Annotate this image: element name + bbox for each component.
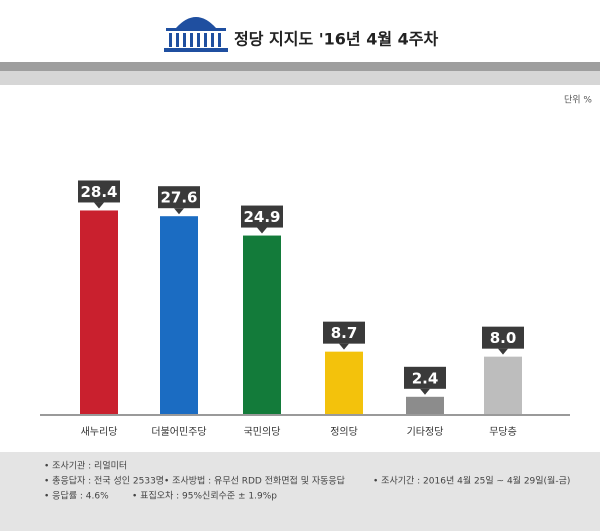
dome [176, 17, 216, 28]
column [176, 33, 179, 47]
value-label: 8.0 [490, 329, 517, 347]
value-label-pointer [339, 343, 349, 350]
x-tick-label: 새누리당 [81, 426, 118, 438]
note: • 조사방법 : 유무선 RDD 전화면접 및 자동응답 [164, 475, 345, 487]
value-label-box [482, 326, 524, 349]
x-tick-label: 국민의당 [244, 426, 281, 438]
x-tick-label: 정의당 [330, 426, 358, 438]
column [183, 33, 186, 47]
note: • 총응답자 : 전국 성인 2533명 [44, 475, 164, 487]
value-label-box [323, 321, 365, 344]
bar [484, 356, 522, 414]
assembly-icon [164, 17, 228, 52]
header-band [0, 62, 600, 71]
bar [80, 210, 118, 414]
column [211, 33, 214, 47]
value-label: 28.4 [80, 183, 117, 201]
x-tick-label: 더불어민주당 [151, 426, 206, 438]
notes: • 조사기관 : 리얼미터 • 총응답자 : 전국 성인 2533명 • 조사방법 … [44, 461, 570, 502]
value-label-box [158, 186, 200, 209]
value-label: 8.7 [331, 324, 358, 342]
x-tick-label: 무당층 [489, 426, 517, 438]
value-label-pointer [498, 348, 508, 355]
note: • 표집오차 : 95%신뢰수준 ± 1.9%p [132, 490, 277, 502]
value-label-pointer [174, 208, 184, 215]
column [169, 33, 172, 47]
note: • 조사기관 : 리얼미터 [44, 461, 127, 472]
column [190, 33, 193, 47]
value-label: 24.9 [243, 208, 280, 226]
value-label: 27.6 [160, 189, 197, 207]
notes-box [0, 452, 600, 531]
value-label-box [241, 205, 283, 228]
value-label-box [78, 180, 120, 203]
value-label-pointer [420, 388, 430, 395]
bar [243, 235, 281, 414]
value-label: 2.4 [412, 369, 439, 387]
value-label-box [404, 366, 446, 389]
column [218, 33, 221, 47]
note: • 응답률 : 4.6% [44, 490, 109, 502]
header-band [0, 71, 600, 85]
bar [160, 216, 198, 414]
x-tick-label: 기타정당 [407, 426, 444, 438]
value-label-pointer [94, 202, 104, 209]
bar [406, 396, 444, 414]
roof [166, 28, 226, 31]
bar [325, 351, 363, 414]
column [204, 33, 207, 47]
value-label-pointer [257, 227, 267, 234]
base [164, 48, 228, 52]
column [197, 33, 200, 47]
chart-title: 정당 지지도 '16년 4월 4주차 [234, 30, 438, 49]
unit-label: 단위 % [564, 95, 592, 106]
note: • 조사기간 : 2016년 4월 25일 ~ 4월 29일(월-금) [373, 475, 570, 487]
